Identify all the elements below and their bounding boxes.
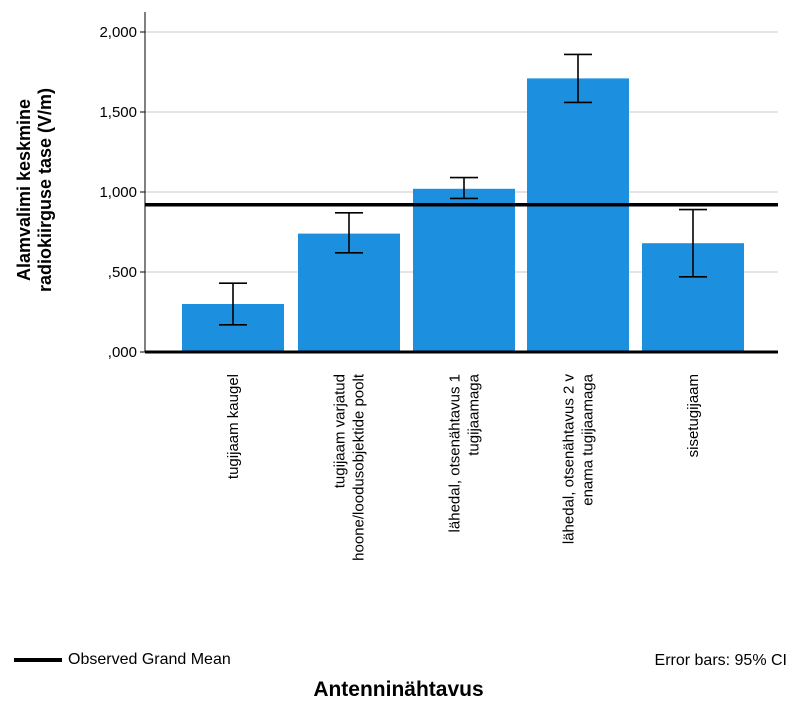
legend-grand-mean-swatch — [14, 658, 62, 662]
x-category-label: lähedal, otsenähtavus 2 v enama tugijaama… — [561, 373, 597, 544]
x-category-label-line: tugijaam kaugel — [225, 374, 242, 479]
bar — [413, 188, 515, 352]
x-category-label-line: tugijaamaga — [466, 373, 483, 455]
x-category-label: sisetugijaam — [685, 374, 702, 457]
y-axis-title: Alamvalimi keskmine radiokiirguse tase (V… — [14, 88, 55, 292]
y-tick-label: 1,500 — [99, 104, 137, 121]
bar-chart: ,000 ,500 1,000 1,500 2,000 tugijaam kaugel tu… — [14, 12, 778, 561]
x-axis-title: Antenninähtavus — [313, 678, 484, 701]
x-category-label: lähedal, otsenähtavus 1 tugijaamaga — [447, 373, 483, 532]
bars — [182, 78, 744, 353]
y-tick-label: ,500 — [108, 264, 137, 281]
axes — [140, 12, 778, 354]
x-category-label-line: enama tugijaamaga — [580, 373, 597, 505]
error-bars-note: Error bars: 95% CI — [654, 652, 787, 669]
y-tick-label: ,000 — [108, 344, 137, 361]
bar — [527, 78, 629, 353]
y-axis-title-line: radiokiirguse tase (V/m) — [35, 88, 55, 292]
legend-grand-mean-label: Observed Grand Mean — [68, 651, 231, 668]
legend: Observed Grand Mean — [14, 651, 231, 669]
error-bars — [219, 53, 707, 326]
x-category-label-line: lähedal, otsenähtavus 1 — [447, 374, 464, 532]
labels: ,000 ,500 1,000 1,500 2,000 tugijaam kaugel tu… — [14, 24, 702, 561]
y-tick-label: 1,000 — [99, 184, 137, 201]
x-category-label-line: tugijaam varjatud — [332, 374, 349, 488]
x-category-label-line: lähedal, otsenähtavus 2 v — [561, 374, 578, 545]
x-category-label-line: hoone/loodusobjektide poolt — [351, 373, 368, 561]
x-category-label-line: sisetugijaam — [685, 374, 702, 457]
x-category-label: tugijaam kaugel — [225, 374, 242, 479]
y-tick-label: 2,000 — [99, 24, 137, 41]
y-axis-title-line: Alamvalimi keskmine — [14, 99, 34, 281]
x-category-label: tugijaam varjatud hoone/loodusobjektide p… — [332, 373, 368, 561]
